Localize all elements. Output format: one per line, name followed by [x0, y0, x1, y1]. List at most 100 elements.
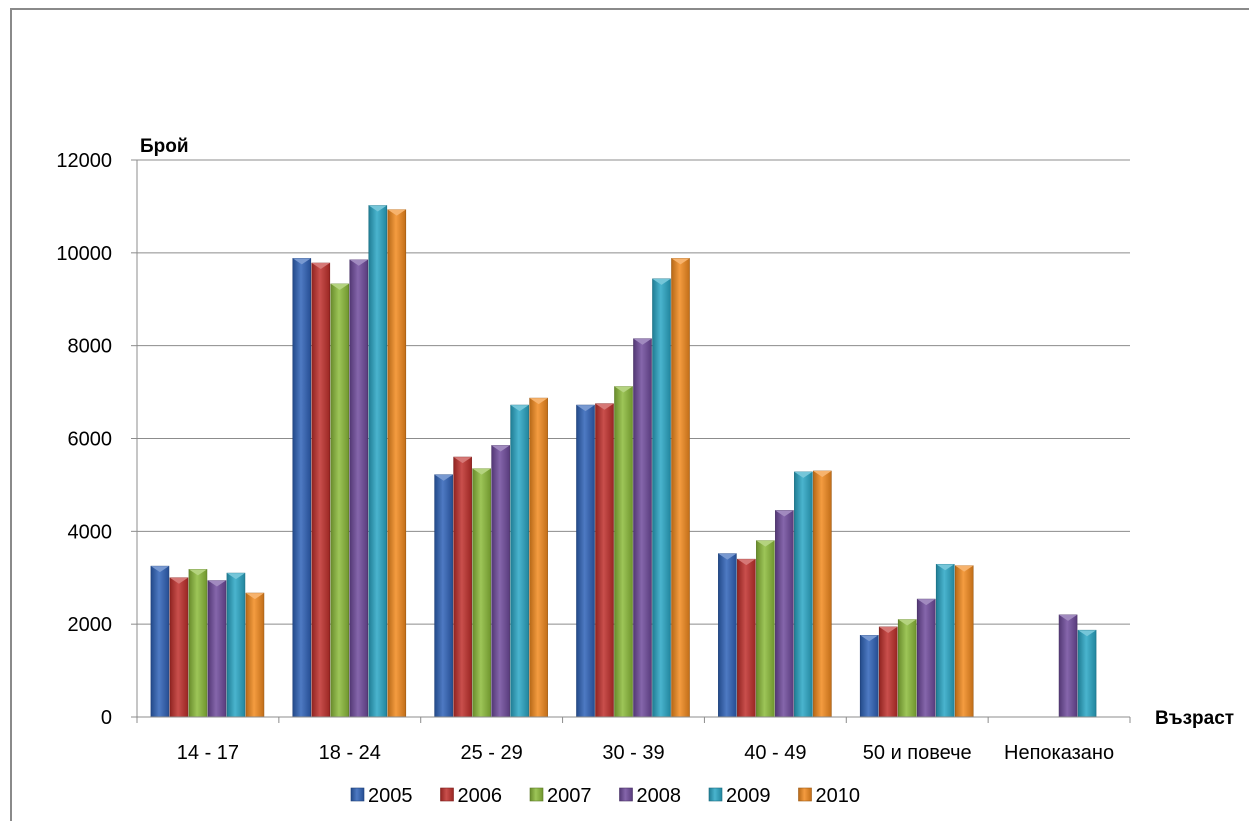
bar-cap [245, 593, 264, 600]
bar-cap [150, 566, 169, 573]
bar-cap [879, 626, 898, 633]
y-tick-label: 0 [101, 707, 112, 729]
legend-label-2006: 2006 [458, 785, 503, 807]
bar-2006 [311, 262, 331, 718]
bar-2005 [434, 474, 453, 718]
bar-2007 [188, 569, 208, 718]
y-tick-label: 4000 [68, 521, 113, 543]
bar-cap [188, 569, 207, 576]
bar-cap [756, 540, 775, 547]
legend-label-2009: 2009 [726, 785, 771, 807]
bar-cap [311, 263, 330, 270]
bar-2009 [652, 278, 671, 718]
x-tick-label: 14 - 17 [177, 742, 239, 764]
legend-swatch-2007 [529, 787, 544, 802]
y-axis-ticks: 0 2000 4000 6000 8000 10000 12000 [56, 150, 137, 729]
bar-2008 [775, 510, 794, 718]
x-tick-label: 40 - 49 [744, 742, 806, 764]
x-tick-label: 18 - 24 [319, 742, 381, 764]
bar-2007 [756, 540, 775, 718]
bar-cap [226, 573, 245, 580]
x-axis-ticks: 14 - 17 18 - 24 25 - 29 30 - 39 40 - 49 50 и … [136, 717, 1131, 764]
bar-2005 [576, 404, 595, 718]
bar-2009 [510, 404, 529, 718]
bar-cap [491, 445, 510, 452]
bar-cap [387, 209, 406, 216]
bar-cap [718, 553, 737, 560]
bar-2008 [207, 580, 227, 718]
bar-2008 [491, 445, 510, 718]
bar-cap [671, 258, 690, 265]
bar-2009 [1077, 629, 1097, 718]
axes [136, 160, 1130, 718]
bar-cap [1078, 630, 1097, 637]
bar-cap [737, 559, 756, 566]
y-tick-label: 6000 [68, 429, 113, 451]
bar-cap [936, 564, 955, 571]
bar-2006 [737, 558, 756, 718]
y-axis-title: Брой [140, 136, 189, 157]
legend-label-2008: 2008 [637, 785, 682, 807]
bar-2005 [859, 635, 879, 718]
bar-2010 [529, 397, 548, 718]
bar-cap [349, 259, 368, 266]
x-tick-label: 25 - 29 [461, 742, 523, 764]
legend-swatch-2010 [798, 787, 812, 802]
legend-label-2005: 2005 [368, 785, 413, 807]
bar-cap [794, 471, 813, 478]
legend-swatch-2009 [708, 787, 723, 802]
bar-cap [529, 398, 548, 405]
bar-cap [898, 619, 917, 626]
bar-2009 [935, 563, 955, 718]
legend-swatch-2006 [440, 787, 454, 802]
legend: 2005 2006 2007 2008 2009 2010 [350, 785, 860, 807]
bar-cap [207, 580, 226, 587]
bar-2009 [226, 572, 246, 718]
bar-2005 [150, 565, 170, 718]
bar-2010 [245, 592, 265, 718]
bar-2007 [330, 283, 350, 718]
bar-2010 [954, 565, 974, 718]
bar-2006 [169, 577, 189, 718]
y-tick-label: 12000 [56, 150, 112, 172]
bar-2008 [633, 338, 652, 718]
bar-2005 [292, 258, 312, 718]
bar-2005 [718, 553, 737, 718]
bar-cap [330, 283, 349, 290]
bar-2008 [916, 598, 936, 718]
bar-cap [472, 468, 491, 475]
legend-label-2007: 2007 [547, 785, 592, 807]
bar-cap [633, 338, 652, 345]
x-tick-label: Непоказано [1004, 742, 1114, 764]
x-tick-label: 30 - 39 [602, 742, 664, 764]
bar-cap [368, 205, 387, 212]
bar-2010 [387, 209, 407, 718]
bar-cap [576, 405, 595, 412]
bars [150, 205, 1097, 718]
bar-cap [955, 565, 974, 572]
bar-cap [595, 403, 614, 410]
bar-cap [813, 470, 832, 477]
y-tick-label: 2000 [68, 614, 113, 636]
bar-cap [292, 258, 311, 265]
bar-cap [652, 278, 671, 285]
bar-cap [510, 405, 529, 412]
chart-frame [10, 8, 1249, 821]
bar-cap [614, 386, 633, 393]
bar-cap [169, 577, 188, 584]
bar-cap [434, 474, 453, 481]
legend-swatch-2005 [350, 787, 365, 802]
bar-cap [775, 510, 794, 517]
bar-2009 [794, 471, 813, 718]
bar-cap [1059, 614, 1078, 621]
y-tick-label: 8000 [68, 336, 113, 358]
x-tick-label: 50 и повече [863, 742, 972, 764]
bar-2010 [813, 470, 832, 718]
bar-cap [453, 457, 472, 464]
y-tick-label: 10000 [56, 243, 112, 265]
bar-2008 [1058, 614, 1078, 718]
bar-cap [860, 635, 879, 642]
bar-2007 [472, 468, 491, 718]
legend-swatch-2008 [619, 787, 633, 802]
